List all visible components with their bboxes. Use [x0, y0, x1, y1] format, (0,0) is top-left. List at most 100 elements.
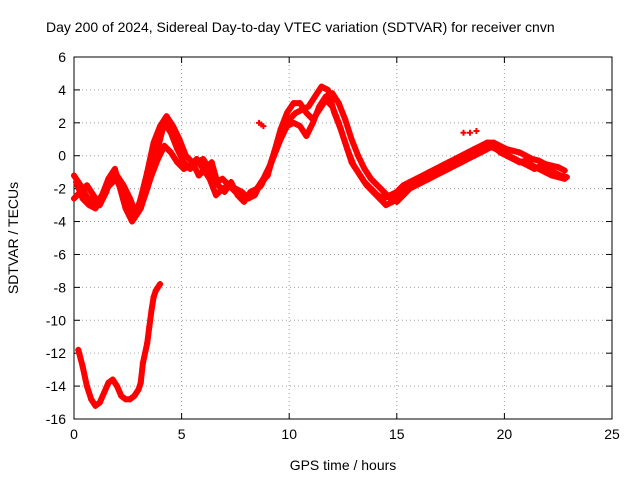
- data-point: [473, 149, 480, 156]
- data-point: [137, 379, 144, 386]
- data-point: [234, 192, 241, 199]
- data-point: [415, 179, 422, 186]
- data-point: [510, 147, 517, 154]
- data-point: [124, 198, 131, 205]
- data-point: [92, 402, 99, 409]
- data-point: [284, 109, 291, 116]
- data-point: [174, 146, 181, 153]
- grid: [74, 57, 612, 419]
- data-point: [228, 179, 235, 186]
- y-tick-label: -12: [46, 345, 66, 361]
- data-point: [150, 139, 157, 146]
- y-tick-label: -6: [54, 246, 67, 262]
- data-point: [238, 188, 245, 195]
- data-point: [105, 379, 112, 386]
- data-point: [131, 392, 138, 399]
- data-point: [193, 156, 200, 163]
- data-point: [176, 136, 183, 143]
- y-tick-label: -14: [46, 378, 66, 394]
- data-point: [479, 146, 486, 153]
- data-point: [208, 159, 215, 166]
- data-point: [408, 182, 415, 189]
- data-point: [139, 360, 146, 367]
- data-point: [544, 165, 551, 172]
- data-point: [324, 86, 331, 93]
- data-point: [157, 281, 164, 288]
- data-point: [447, 162, 454, 169]
- data-point: [370, 188, 377, 195]
- data-point: [376, 195, 383, 202]
- data-point: [503, 146, 510, 153]
- data-point: [71, 195, 77, 202]
- x-tick-label: 15: [389, 426, 405, 442]
- data-point: [92, 205, 99, 212]
- data-point: [150, 294, 157, 301]
- data-point: [518, 159, 525, 166]
- data-point: [167, 129, 174, 136]
- data-point: [529, 156, 536, 163]
- data-point: [83, 182, 90, 189]
- data-point: [303, 109, 310, 116]
- data-point: [492, 146, 499, 153]
- data-point: [512, 156, 519, 163]
- data-point: [200, 156, 207, 163]
- data-point: [219, 175, 226, 182]
- data-point: [215, 182, 222, 189]
- x-axis-label: GPS time / hours: [290, 457, 397, 473]
- data-series: [71, 83, 570, 409]
- data-point: [105, 175, 112, 182]
- data-point: [83, 383, 90, 390]
- data-point: [355, 152, 362, 159]
- data-point: [303, 132, 310, 139]
- data-point: [180, 159, 187, 166]
- data-point: [286, 116, 293, 123]
- data-point: [350, 162, 357, 169]
- data-point: [167, 149, 174, 156]
- data-point: [466, 129, 473, 136]
- x-tick-label: 10: [281, 426, 297, 442]
- data-point: [71, 172, 77, 179]
- data-point: [312, 93, 319, 100]
- data-point: [460, 129, 467, 136]
- data-point: [537, 162, 544, 169]
- data-point: [516, 149, 523, 156]
- data-point: [118, 188, 125, 195]
- data-point: [152, 287, 159, 294]
- data-point: [146, 323, 153, 330]
- data-point: [555, 164, 562, 171]
- y-tick-label: -8: [54, 279, 67, 295]
- data-point: [337, 126, 344, 133]
- data-point: [309, 119, 316, 126]
- data-point: [118, 392, 125, 399]
- data-point: [292, 109, 299, 116]
- data-point: [154, 284, 161, 291]
- axis-ticks: 0 5 10 15 20 25 -16 -14 -12 -10 -8 -6 -4 -2 0 2 4 6: [46, 49, 620, 442]
- data-point: [157, 123, 164, 130]
- data-point: [273, 142, 280, 149]
- y-tick-label: -4: [54, 214, 67, 230]
- data-point: [535, 157, 542, 164]
- data-point: [75, 346, 82, 353]
- data-point: [247, 188, 254, 195]
- data-point: [296, 123, 303, 130]
- data-point: [180, 165, 187, 172]
- data-point: [380, 188, 387, 195]
- data-point: [331, 109, 338, 116]
- series-fragments: [256, 119, 480, 136]
- data-point: [299, 106, 306, 113]
- data-point: [206, 175, 213, 182]
- data-point: [253, 185, 260, 192]
- x-tick-label: 25: [604, 426, 620, 442]
- data-point: [557, 172, 564, 179]
- data-point: [135, 386, 142, 393]
- data-point: [361, 165, 368, 172]
- data-point: [86, 202, 93, 209]
- y-tick-label: 6: [58, 49, 66, 65]
- series-track-c: [73, 83, 570, 222]
- x-tick-label: 20: [497, 426, 513, 442]
- data-point: [189, 159, 196, 166]
- plot-frame: [73, 56, 613, 420]
- data-point: [550, 169, 557, 176]
- data-point: [260, 123, 267, 130]
